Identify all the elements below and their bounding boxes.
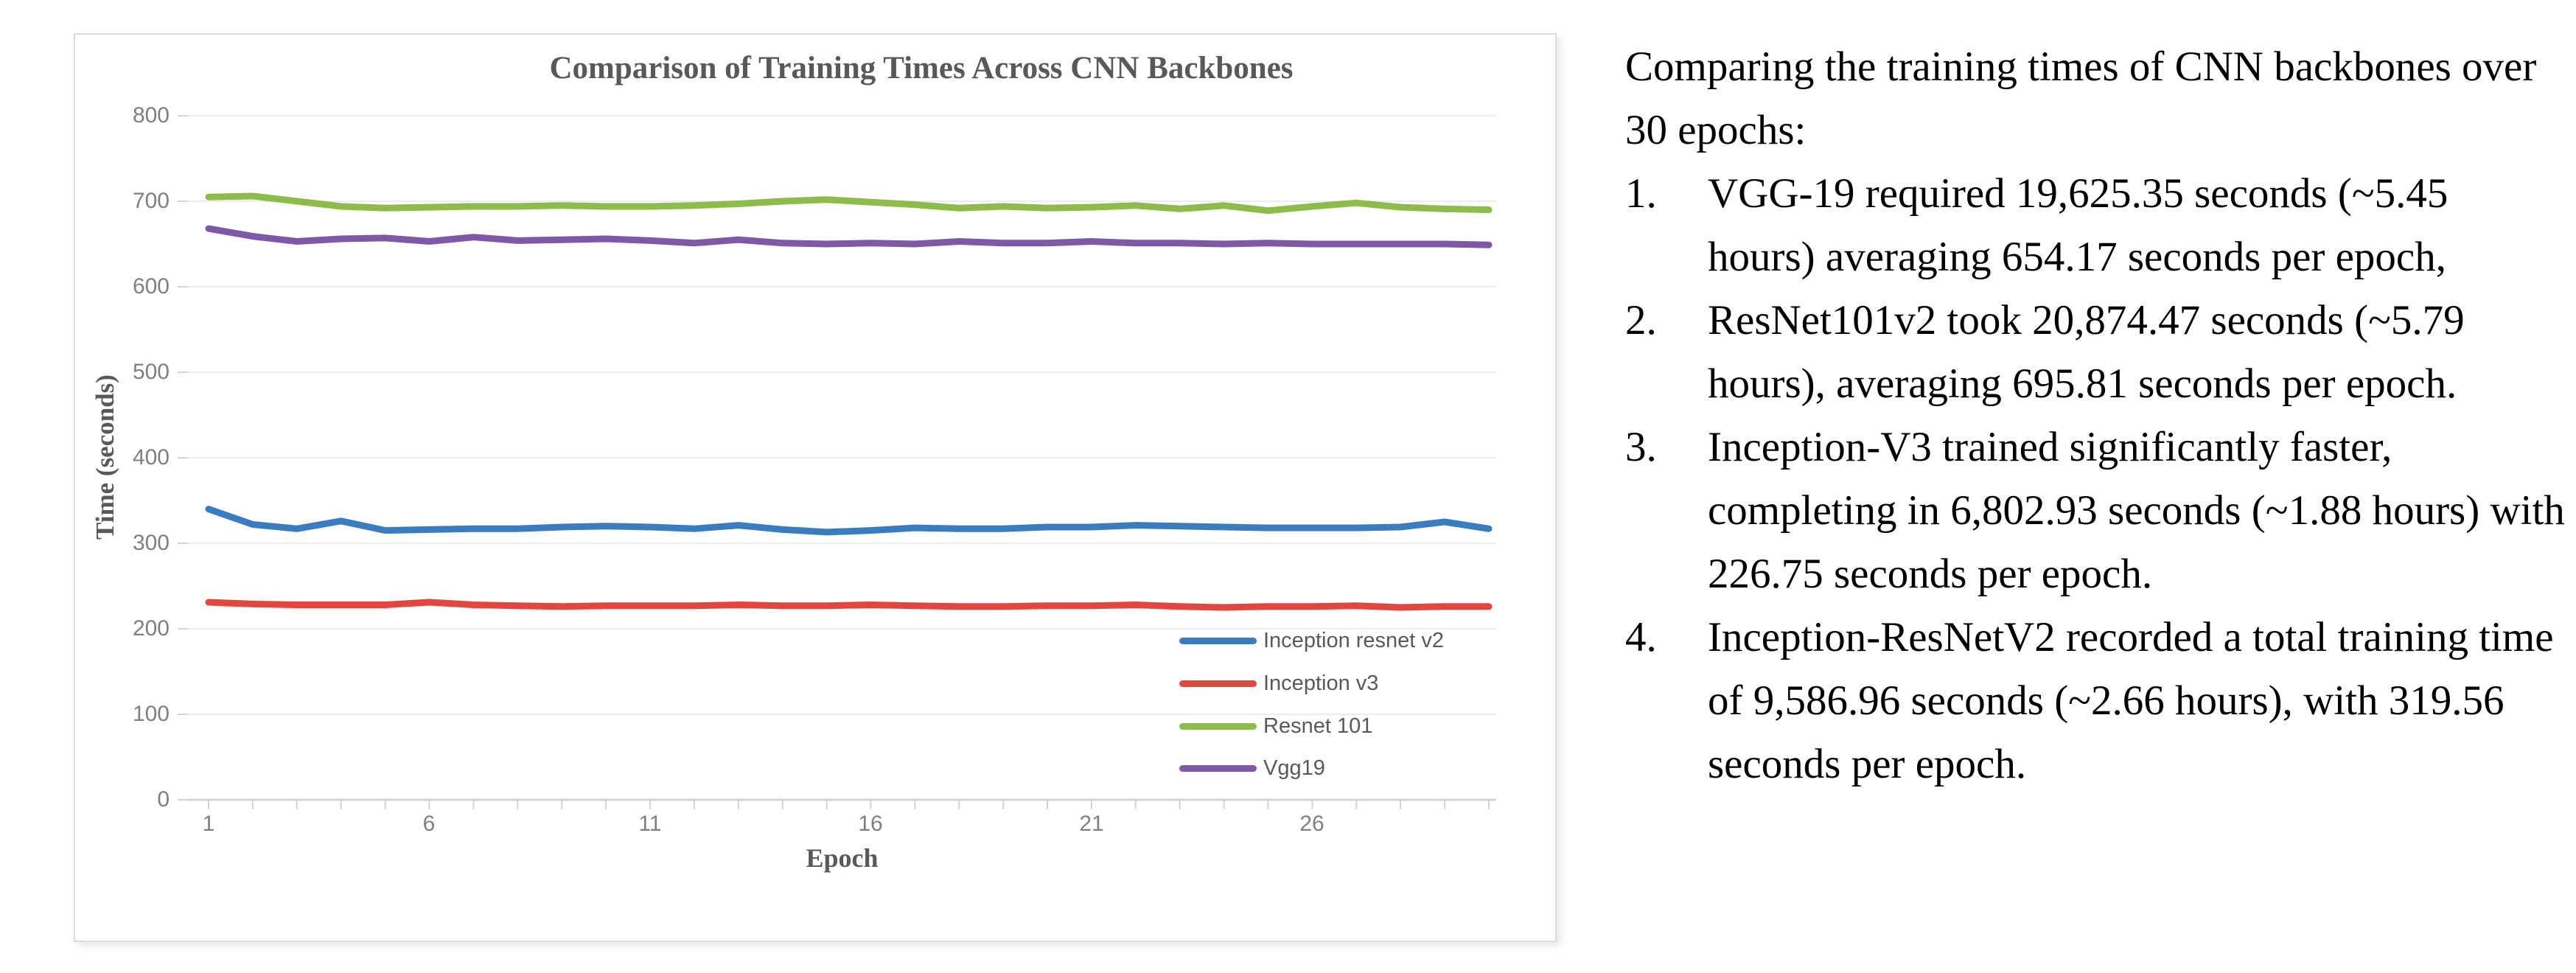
list-text: VGG-19 required 19,625.35 seconds (~5.45… bbox=[1708, 170, 2448, 280]
legend-swatch-blue bbox=[1179, 637, 1257, 644]
description-intro: Comparing the training times of CNN back… bbox=[1625, 43, 2537, 153]
legend-label: Inception v3 bbox=[1263, 671, 1379, 695]
legend-item: Resnet 101 bbox=[1179, 714, 1372, 739]
x-tick-label: 16 bbox=[858, 812, 883, 836]
legend-label: Vgg19 bbox=[1263, 756, 1325, 780]
list-text: ResNet101v2 took 20,874.47 seconds (~5.7… bbox=[1708, 297, 2465, 407]
x-tick-label: 21 bbox=[1079, 812, 1104, 836]
list-text: Inception-ResNetV2 recorded a total trai… bbox=[1708, 614, 2554, 787]
x-tick-label: 26 bbox=[1299, 812, 1324, 836]
y-tick-label: 200 bbox=[132, 616, 170, 641]
y-tick-label: 600 bbox=[132, 274, 170, 299]
legend-label: Resnet 101 bbox=[1263, 714, 1373, 738]
legend-item: Vgg19 bbox=[1179, 756, 1325, 781]
list-marker: 2. bbox=[1625, 297, 1657, 343]
list-item: 4. Inception-ResNetV2 recorded a total t… bbox=[1625, 606, 2565, 796]
chart-title: Comparison of Training Times Across CNN … bbox=[549, 51, 1294, 86]
legend-swatch-purple bbox=[1179, 764, 1257, 772]
legend-swatch-green bbox=[1179, 722, 1257, 730]
list-text: Inception-V3 trained significantly faste… bbox=[1708, 424, 2565, 597]
y-tick-label: 400 bbox=[132, 445, 170, 470]
description-panel: Comparing the training times of CNN back… bbox=[1625, 35, 2565, 796]
y-tick-label: 0 bbox=[157, 787, 170, 812]
list-item: 2. ResNet101v2 took 20,874.47 seconds (~… bbox=[1625, 289, 2565, 416]
y-tick-label: 100 bbox=[132, 702, 170, 726]
legend-swatch-red bbox=[1179, 680, 1257, 687]
y-tick-label: 300 bbox=[132, 531, 170, 555]
x-tick-label: 1 bbox=[202, 812, 215, 836]
legend-item: Inception resnet v2 bbox=[1179, 628, 1444, 653]
legend-item: Inception v3 bbox=[1179, 671, 1378, 696]
list-marker: 4. bbox=[1625, 614, 1657, 660]
chart-panel bbox=[74, 33, 1557, 942]
list-item: 3. Inception-V3 trained significantly fa… bbox=[1625, 416, 2565, 606]
y-tick-label: 800 bbox=[132, 103, 170, 128]
list-marker: 3. bbox=[1625, 424, 1657, 470]
x-axis-title: Epoch bbox=[806, 843, 879, 873]
y-tick-label: 700 bbox=[132, 189, 170, 213]
y-tick-label: 500 bbox=[132, 360, 170, 384]
x-tick-label: 6 bbox=[422, 812, 436, 836]
list-marker: 1. bbox=[1625, 170, 1657, 217]
x-tick-label: 11 bbox=[638, 812, 662, 836]
legend-label: Inception resnet v2 bbox=[1263, 628, 1445, 652]
list-item: 1. VGG-19 required 19,625.35 seconds (~5… bbox=[1625, 162, 2565, 289]
